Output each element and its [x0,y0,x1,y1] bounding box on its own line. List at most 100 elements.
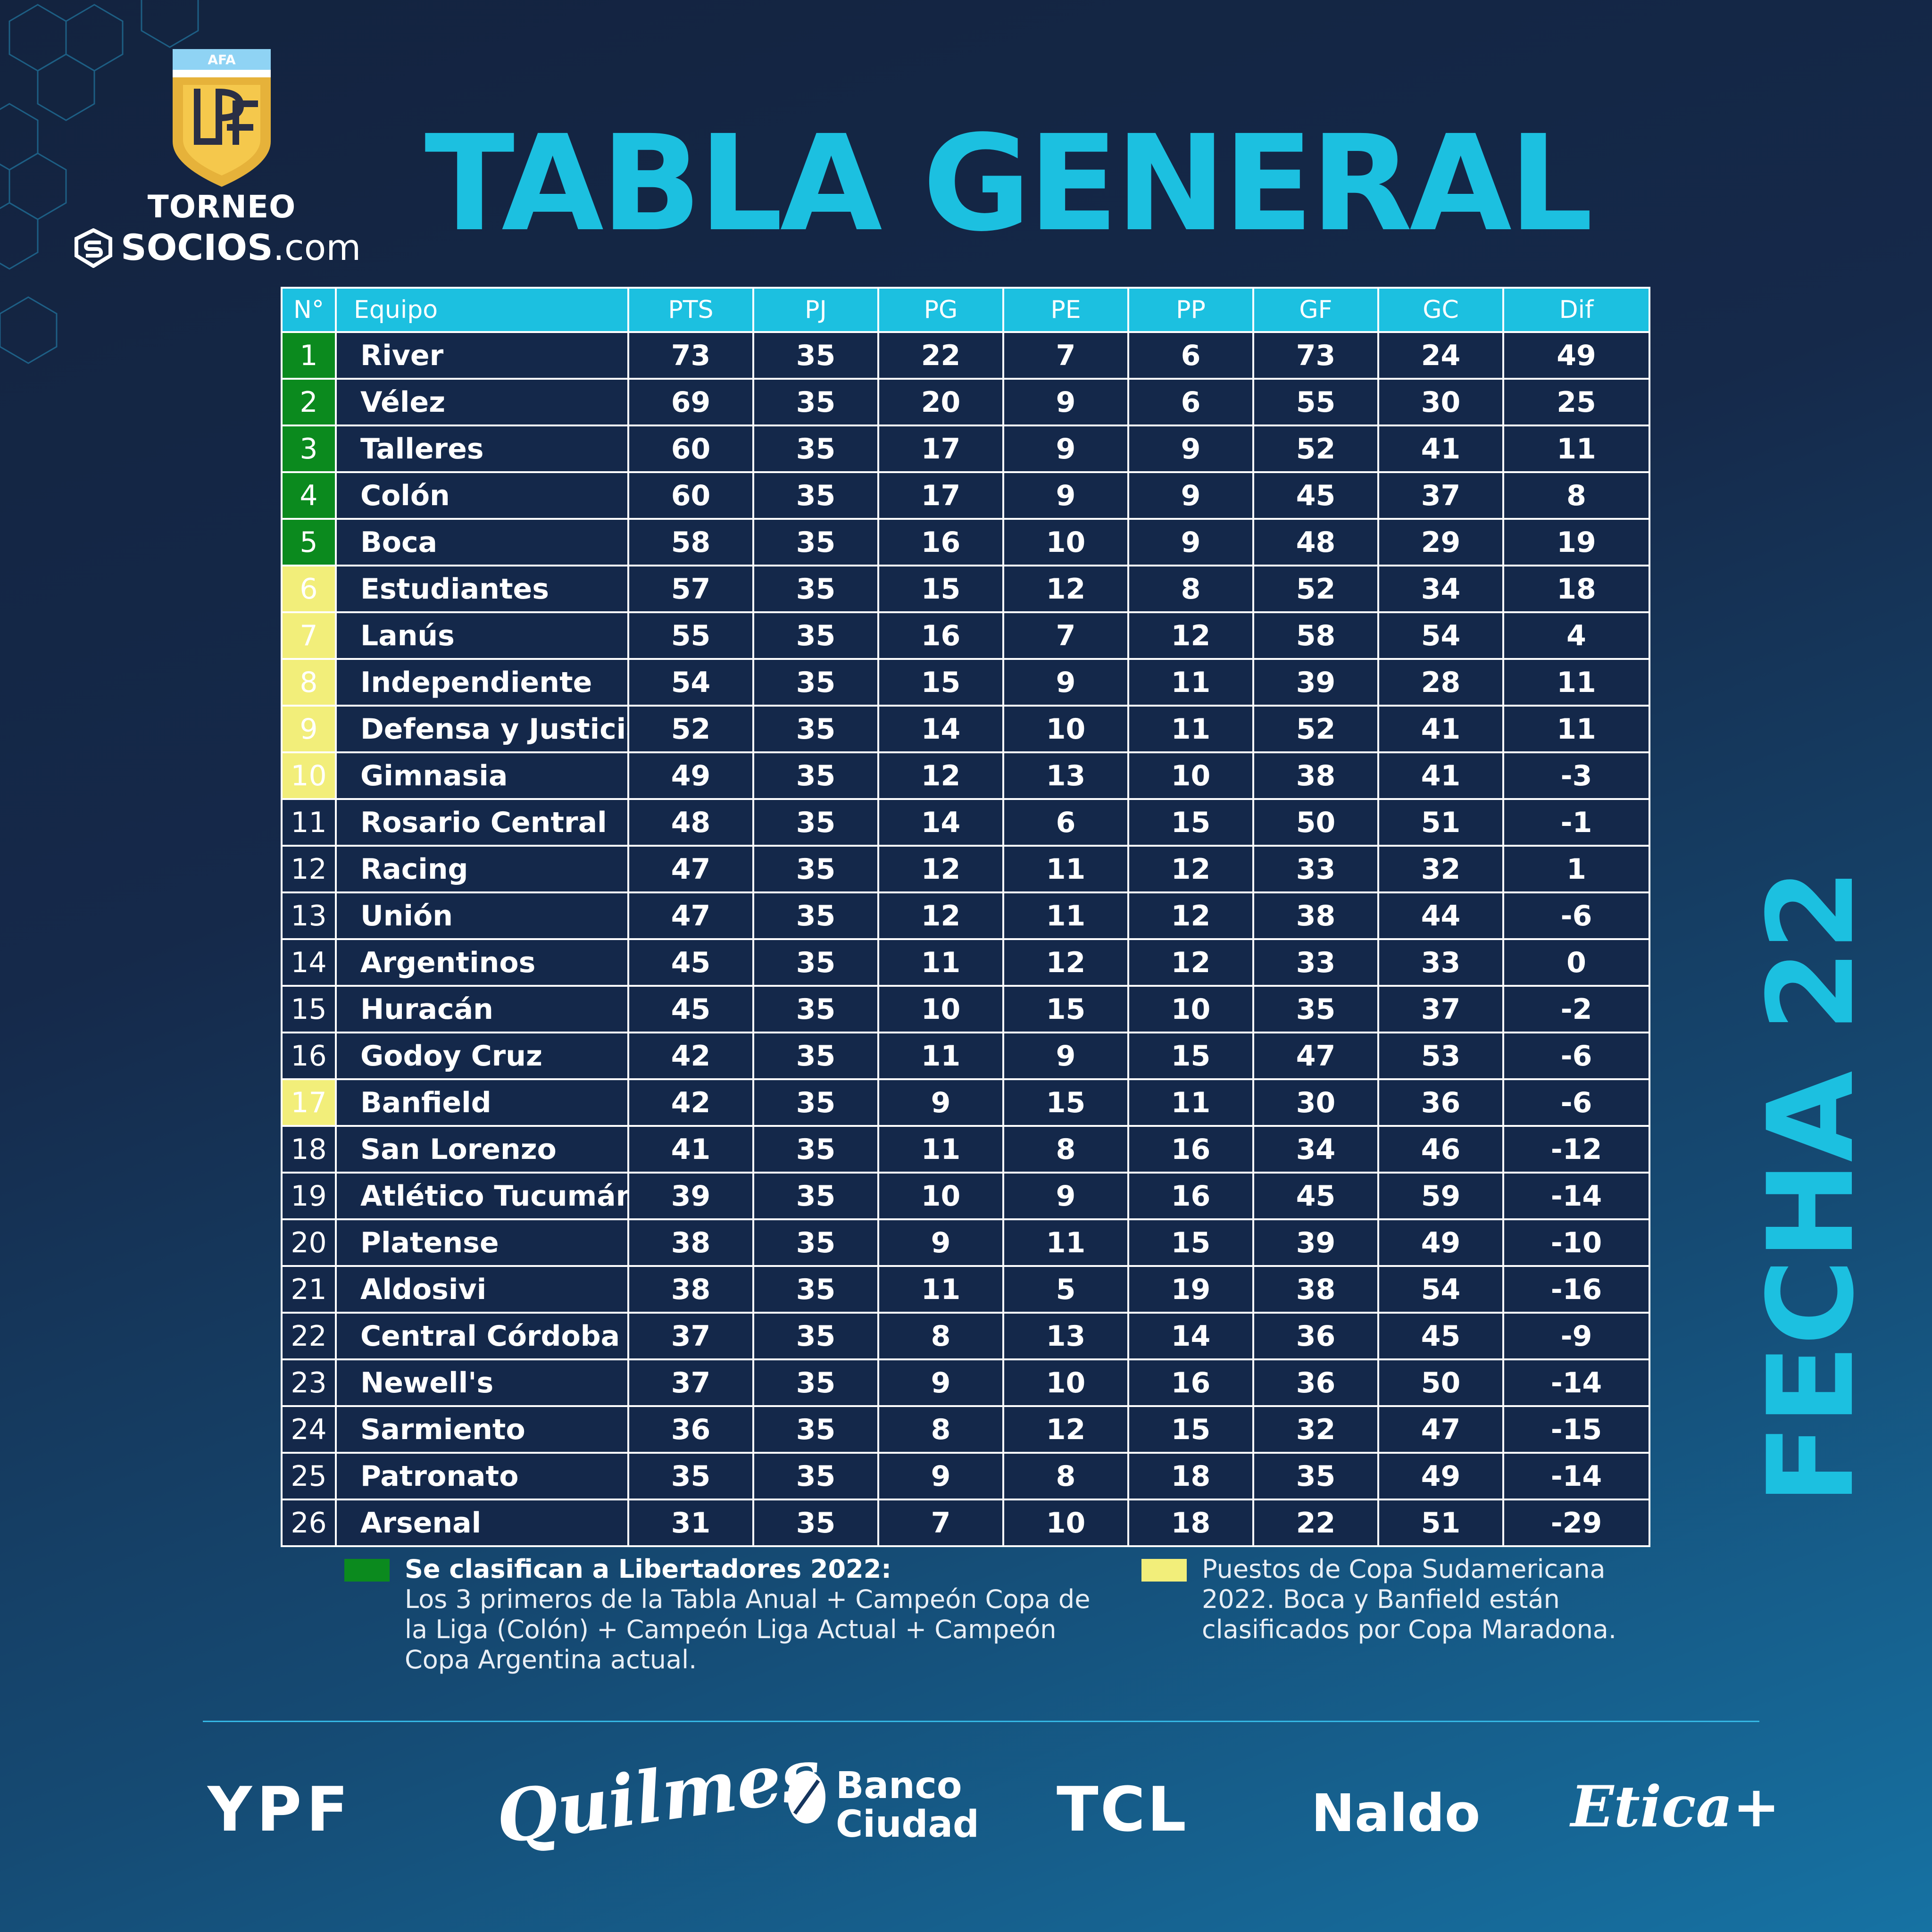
goals-against-cell: 51 [1377,798,1504,847]
goals-against-cell: 30 [1377,378,1504,426]
goals-for-cell: 33 [1252,845,1379,893]
points-cell: 58 [627,518,754,566]
played-cell: 35 [752,565,879,613]
points-cell: 38 [627,1265,754,1314]
played-cell: 35 [752,611,879,660]
played-cell: 35 [752,1499,879,1547]
sponsor-tcl-logo: TCL [1057,1774,1188,1845]
goal-difference-cell: 49 [1502,331,1650,380]
played-cell: 35 [752,1078,879,1127]
libertadores-legend-title: Se clasifican a Libertadores 2022: [405,1554,891,1584]
drawn-cell: 11 [1002,845,1129,893]
team-name-cell: Talleres [335,425,629,473]
goals-against-cell: 36 [1377,1078,1504,1127]
points-cell: 73 [627,331,754,380]
table-row: 8 Independiente 54 35 15 9 11 39 28 11 [281,658,1650,707]
drawn-cell: 7 [1002,611,1129,660]
won-cell: 11 [877,1032,1004,1080]
team-name-cell: Godoy Cruz [335,1032,629,1080]
goals-against-cell: 53 [1377,1032,1504,1080]
socios-suffix: .com [273,226,361,268]
goal-difference-cell: 19 [1502,518,1650,566]
goals-for-cell: 35 [1252,985,1379,1033]
drawn-cell: 9 [1002,471,1129,520]
goals-for-cell: 58 [1252,611,1379,660]
goals-for-cell: 45 [1252,471,1379,520]
goals-against-cell: 34 [1377,565,1504,613]
lost-cell: 10 [1127,751,1254,800]
won-cell: 15 [877,658,1004,707]
goals-against-cell: 49 [1377,1218,1504,1267]
won-cell: 7 [877,1499,1004,1547]
won-cell: 9 [877,1078,1004,1127]
team-name-cell: Colón [335,471,629,520]
position-cell: 1 [281,331,337,380]
lost-cell: 12 [1127,611,1254,660]
table-row: 2 Vélez 69 35 20 9 6 55 30 25 [281,378,1650,426]
goal-difference-cell: -1 [1502,798,1650,847]
table-row: 26 Arsenal 31 35 7 10 18 22 51 -29 [281,1499,1650,1547]
lost-cell: 18 [1127,1499,1254,1547]
goal-difference-cell: 11 [1502,425,1650,473]
position-cell: 11 [281,798,337,847]
position-cell: 21 [281,1265,337,1314]
position-cell: 5 [281,518,337,566]
sponsor-quilmes-logo: Quilmes [491,1732,826,1860]
points-cell: 45 [627,938,754,987]
goal-difference-cell: 11 [1502,658,1650,707]
drawn-cell: 9 [1002,1032,1129,1080]
drawn-cell: 11 [1002,1218,1129,1267]
column-header: PTS [627,287,754,333]
goals-for-cell: 38 [1252,751,1379,800]
won-cell: 9 [877,1358,1004,1407]
position-cell: 19 [281,1172,337,1220]
played-cell: 35 [752,891,879,940]
lost-cell: 18 [1127,1452,1254,1500]
position-cell: 18 [281,1125,337,1174]
banco-line-2: Ciudad [836,1803,979,1846]
position-cell: 26 [281,1499,337,1547]
page-title: TABLA GENERAL [425,107,1593,261]
drawn-cell: 12 [1002,938,1129,987]
lost-cell: 12 [1127,891,1254,940]
sponsor-etica-logo: Etica+ [1571,1774,1780,1840]
table-row: 18 San Lorenzo 41 35 11 8 16 34 46 -12 [281,1125,1650,1174]
lost-cell: 15 [1127,798,1254,847]
lost-cell: 12 [1127,845,1254,893]
goals-for-cell: 55 [1252,378,1379,426]
drawn-cell: 10 [1002,1499,1129,1547]
drawn-cell: 9 [1002,378,1129,426]
drawn-cell: 13 [1002,1312,1129,1360]
table-row: 21 Aldosivi 38 35 11 5 19 38 54 -16 [281,1265,1650,1314]
drawn-cell: 8 [1002,1125,1129,1174]
column-header: PE [1002,287,1129,333]
position-cell: 17 [281,1078,337,1127]
won-cell: 11 [877,1125,1004,1174]
lost-cell: 15 [1127,1032,1254,1080]
goal-difference-cell: 18 [1502,565,1650,613]
team-name-cell: Atlético Tucumán [335,1172,629,1220]
goals-for-cell: 50 [1252,798,1379,847]
drawn-cell: 11 [1002,891,1129,940]
drawn-cell: 12 [1002,565,1129,613]
played-cell: 35 [752,705,879,753]
lost-cell: 15 [1127,1405,1254,1454]
goal-difference-cell: -14 [1502,1172,1650,1220]
goals-for-cell: 39 [1252,1218,1379,1267]
lost-cell: 11 [1127,658,1254,707]
lost-cell: 11 [1127,1078,1254,1127]
played-cell: 35 [752,331,879,380]
torneo-socios-logo: AFA TORNEO SOCIOS.com [71,47,363,269]
lost-cell: 8 [1127,565,1254,613]
team-name-cell: Independiente [335,658,629,707]
sudamericana-legend-text: Puestos de Copa Sudamericana 2022. Boca … [1202,1554,1617,1644]
points-cell: 31 [627,1499,754,1547]
position-cell: 15 [281,985,337,1033]
lost-cell: 16 [1127,1172,1254,1220]
position-cell: 22 [281,1312,337,1360]
table-row: 17 Banfield 42 35 9 15 11 30 36 -6 [281,1078,1650,1127]
won-cell: 8 [877,1312,1004,1360]
goal-difference-cell: -14 [1502,1358,1650,1407]
goals-for-cell: 52 [1252,565,1379,613]
points-cell: 37 [627,1312,754,1360]
